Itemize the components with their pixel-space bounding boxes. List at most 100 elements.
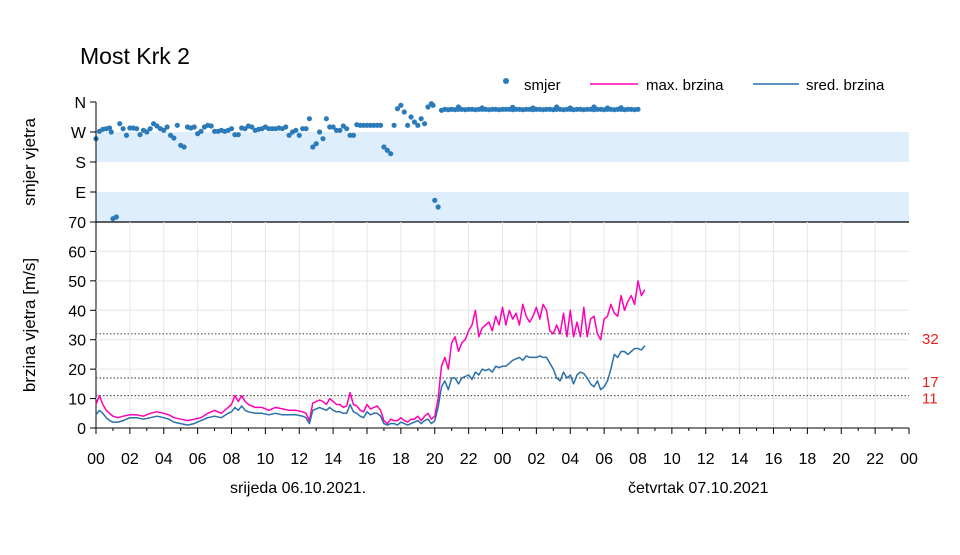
legend: smjer max. brzina sred. brzina: [503, 77, 885, 94]
x-tick-label: 06: [595, 451, 613, 468]
legend-marker-smjer: [503, 78, 509, 84]
speed-tick-label: 20: [68, 362, 86, 379]
direction-point: [377, 122, 384, 128]
x-tick-label: 00: [900, 451, 918, 468]
speed-tick-label: 40: [68, 303, 86, 320]
direction-point: [405, 122, 411, 128]
direction-point: [398, 102, 404, 108]
direction-point: [117, 121, 123, 127]
direction-point: [323, 116, 329, 122]
x-tick-label: 02: [121, 451, 139, 468]
direction-point: [394, 106, 401, 112]
direction-tick-label: N: [74, 95, 86, 112]
direction-point: [113, 214, 119, 220]
x-tick-label: 22: [866, 451, 884, 468]
x-tick-label: 22: [460, 451, 478, 468]
direction-point: [350, 132, 357, 138]
x-tick-label: 20: [832, 451, 850, 468]
legend-label-smjer: smjer: [524, 77, 561, 94]
speed-tick-label: 60: [68, 244, 86, 261]
direction-point: [337, 127, 343, 133]
direction-point: [283, 124, 289, 130]
direction-point: [171, 135, 177, 141]
direction-point: [330, 124, 336, 130]
direction-ylabel: smjer vjetra: [20, 118, 39, 206]
direction-point: [510, 104, 516, 110]
direction-point: [120, 126, 126, 132]
direction-point: [108, 129, 114, 135]
direction-point: [286, 132, 292, 138]
direction-point: [391, 122, 397, 128]
direction-point: [106, 125, 113, 131]
date-label-day1: srijeda 06.10.2021.: [230, 480, 366, 497]
date-label-day2: četvrtak 07.10.2021: [628, 480, 769, 497]
x-tick-label: 18: [798, 451, 816, 468]
direction-point: [310, 144, 316, 150]
direction-point: [530, 105, 536, 111]
x-tick-label: 12: [697, 451, 715, 468]
direction-point: [388, 151, 394, 157]
x-tick-label: 16: [765, 451, 783, 468]
chart-title: Most Krk 2: [80, 43, 190, 69]
speed-tick-label: 50: [68, 274, 86, 291]
speed-ylabel: brzina vjetra [m/s]: [20, 258, 39, 392]
x-tick-label: 06: [189, 451, 207, 468]
x-tick-label: 02: [527, 451, 545, 468]
direction-point: [147, 126, 153, 132]
direction-point: [174, 122, 180, 128]
reference-label: 17: [922, 374, 939, 391]
direction-point: [293, 127, 299, 133]
direction-point: [401, 109, 407, 115]
speed-tick-label: 10: [68, 392, 86, 409]
direction-band-e: [96, 192, 909, 222]
direction-band-w-s: [96, 132, 909, 162]
speed-tick-label: 30: [68, 333, 86, 350]
direction-point: [455, 104, 462, 110]
direction-point: [435, 204, 441, 210]
direction-point: [208, 123, 214, 129]
direction-point: [425, 104, 431, 110]
direction-point: [618, 105, 624, 111]
x-tick-label: 10: [663, 451, 681, 468]
speed-tick-label: 70: [68, 215, 86, 232]
x-tick-label: 14: [731, 451, 749, 468]
x-tick-label: 08: [629, 451, 647, 468]
direction-point: [344, 126, 350, 132]
x-tick-label: 08: [223, 451, 241, 468]
reference-label: 32: [922, 331, 939, 348]
direction-point: [198, 128, 204, 134]
x-tick-label: 12: [290, 451, 308, 468]
direction-point: [430, 102, 436, 108]
direction-tick-label: W: [71, 125, 87, 142]
direction-point: [235, 132, 241, 138]
direction-point: [161, 127, 167, 133]
direction-point: [137, 132, 143, 138]
direction-point: [554, 104, 560, 110]
direction-point: [296, 132, 302, 138]
x-tick-label: 04: [561, 451, 579, 468]
direction-point: [316, 129, 323, 135]
direction-point: [384, 147, 390, 153]
direction-point: [123, 132, 130, 138]
x-tick-label: 14: [324, 451, 342, 468]
speed-tick-label: 0: [77, 421, 86, 438]
direction-point: [415, 122, 421, 128]
direction-point: [134, 126, 140, 132]
x-tick-label: 10: [256, 451, 274, 468]
direction-point: [635, 106, 641, 112]
x-tick-label: 18: [392, 451, 410, 468]
direction-point: [181, 144, 187, 150]
direction-point: [604, 105, 611, 111]
direction-point: [591, 104, 597, 110]
direction-point: [306, 116, 313, 122]
direction-point: [164, 124, 170, 130]
x-tick-label: 00: [87, 451, 105, 468]
x-tick-label: 00: [494, 451, 512, 468]
direction-point: [408, 114, 414, 120]
direction-point: [411, 119, 418, 125]
direction-point: [567, 105, 573, 111]
direction-point: [228, 126, 235, 132]
